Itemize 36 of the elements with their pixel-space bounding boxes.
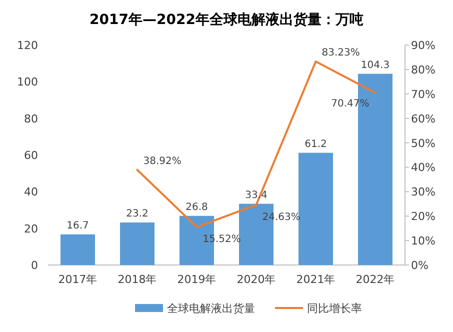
bar [60,234,96,265]
data-label: 26.8 [186,202,208,213]
y-tick-label: 120 [17,39,38,52]
data-label: 104.3 [360,60,390,71]
y2-tick-label: 10% [411,234,436,248]
y2-tick-label: 80% [411,63,436,76]
data-label: 16.7 [66,220,89,232]
y-tick-label: 100 [17,76,38,89]
y2-tick-label: 30% [411,186,436,199]
data-label: 61.2 [304,138,327,150]
x-tick-label: 2019年 [177,273,216,286]
y2-tick-label: 40% [411,161,436,174]
x-tick-label: 2017年 [58,273,98,286]
y-tick-label: 40 [24,186,38,199]
y2-tick-label: 90% [411,39,436,52]
legend-label: 全球电解液出货量 [167,302,255,315]
y2-tick-label: 0% [411,259,428,272]
bar [120,222,155,265]
x-tick-label: 2022年 [356,273,395,286]
y2-tick-label: 50% [411,136,436,150]
chart-title: 2017年—2022年全球电解液出货量：万吨 [90,11,364,28]
x-tick-label: 2018年 [118,273,157,286]
y-tick-label: 0 [31,259,38,272]
data-label: 23.2 [126,208,148,220]
y-tick-label: 60 [24,149,38,162]
bar [298,152,334,265]
y2-tick-label: 20% [411,210,436,224]
data-label: 83.23% [322,48,360,59]
data-label: 38.92% [143,156,182,167]
y2-tick-label: 70% [411,88,436,101]
y2-tick-label: 60% [411,112,436,126]
x-tick-label: 2020年 [236,273,276,286]
x-tick-label: 2021年 [296,273,336,286]
y-tick-label: 80 [24,112,38,126]
y-tick-label: 20 [24,222,38,236]
legend-label: 同比增长率 [307,302,362,315]
